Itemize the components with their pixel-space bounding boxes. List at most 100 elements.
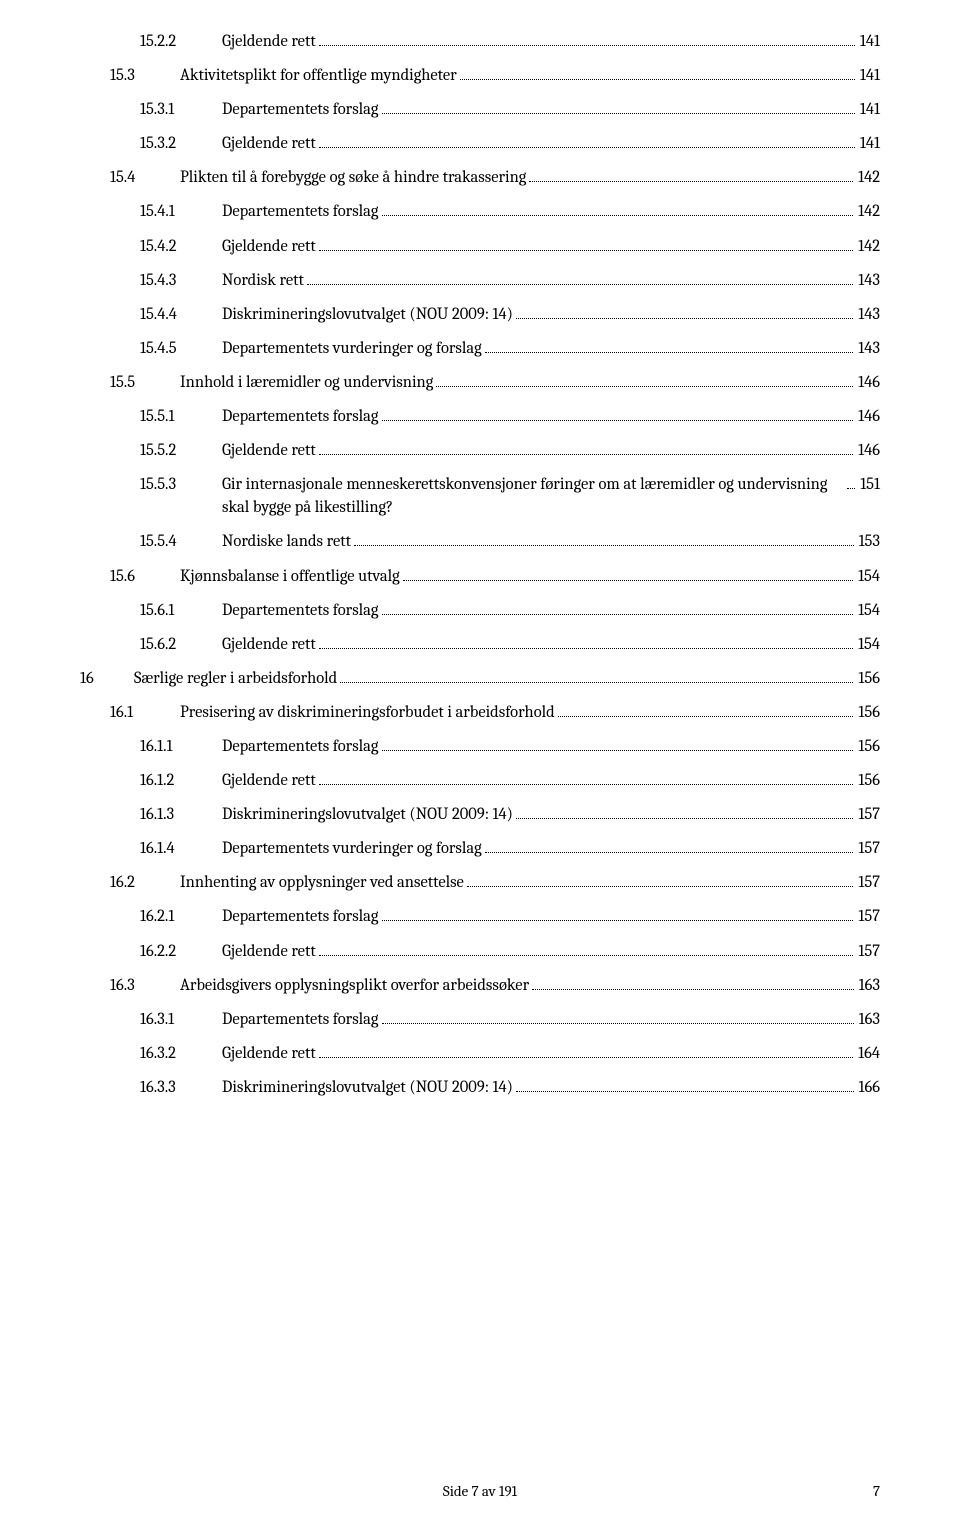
toc-leader-dots bbox=[319, 454, 853, 455]
toc-entry: 16.3Arbeidsgivers opplysningsplikt overf… bbox=[110, 974, 880, 997]
toc-section-title: Departementets forslag bbox=[222, 735, 379, 758]
toc-entry: 16.3.3Diskrimineringslovutvalget (NOU 20… bbox=[140, 1076, 880, 1099]
toc-section-title: Aktivitetsplikt for offentlige myndighet… bbox=[180, 64, 457, 87]
toc-section-title: Gjeldende rett bbox=[222, 30, 316, 53]
toc-section-title: Presisering av diskrimineringsforbudet i… bbox=[180, 701, 555, 724]
toc-leader-dots bbox=[532, 989, 854, 990]
toc-section-title: Departementets vurderinger og forslag bbox=[222, 337, 482, 360]
toc-section-number: 16.2.2 bbox=[140, 940, 222, 963]
toc-page-number: 157 bbox=[856, 871, 880, 894]
toc-entry: 16.1.1Departementets forslag156 bbox=[140, 735, 880, 758]
toc-section-title: Departementets forslag bbox=[222, 599, 379, 622]
toc-section-number: 16.3.2 bbox=[140, 1042, 222, 1065]
toc-section-number: 15.6.1 bbox=[140, 599, 222, 622]
toc-leader-dots bbox=[382, 420, 854, 421]
toc-section-number: 15.3.2 bbox=[140, 132, 222, 155]
toc-leader-dots bbox=[340, 682, 853, 683]
toc-section-title: Departementets forslag bbox=[222, 98, 379, 121]
toc-leader-dots bbox=[529, 181, 853, 182]
toc-section-number: 15.5.4 bbox=[140, 530, 222, 553]
toc-leader-dots bbox=[436, 386, 853, 387]
toc-page-number: 157 bbox=[856, 837, 880, 860]
toc-entry: 16.1.3Diskrimineringslovutvalget (NOU 20… bbox=[140, 803, 880, 826]
toc-leader-dots bbox=[847, 488, 855, 489]
table-of-contents: 15.2.2Gjeldende rett14115.3Aktivitetspli… bbox=[80, 30, 880, 1099]
toc-leader-dots bbox=[382, 215, 854, 216]
toc-page-number: 142 bbox=[856, 200, 880, 223]
toc-section-title: Gir internasjonale menneskerettskonvensj… bbox=[222, 473, 844, 519]
toc-entry: 15.4.4Diskrimineringslovutvalget (NOU 20… bbox=[140, 303, 880, 326]
toc-leader-dots bbox=[319, 45, 855, 46]
toc-entry: 16.2Innhenting av opplysninger ved anset… bbox=[110, 871, 880, 894]
toc-section-number: 16.3.3 bbox=[140, 1076, 222, 1099]
toc-entry: 15.3Aktivitetsplikt for offentlige myndi… bbox=[110, 64, 880, 87]
toc-page-number: 146 bbox=[856, 371, 880, 394]
toc-section-number: 15.6.2 bbox=[140, 633, 222, 656]
toc-leader-dots bbox=[319, 648, 853, 649]
toc-page-number: 157 bbox=[856, 940, 880, 963]
toc-section-title: Nordisk rett bbox=[222, 269, 304, 292]
toc-entry: 15.4Plikten til å forebygge og søke å hi… bbox=[110, 166, 880, 189]
toc-section-number: 15.4 bbox=[110, 166, 180, 189]
toc-section-title: Departementets forslag bbox=[222, 905, 379, 928]
toc-leader-dots bbox=[516, 318, 853, 319]
toc-page-number: 142 bbox=[856, 166, 880, 189]
toc-leader-dots bbox=[319, 147, 855, 148]
toc-section-title: Diskrimineringslovutvalget (NOU 2009: 14… bbox=[222, 803, 513, 826]
toc-entry: 16Særlige regler i arbeidsforhold156 bbox=[80, 667, 880, 690]
toc-leader-dots bbox=[382, 113, 855, 114]
toc-page-number: 141 bbox=[858, 30, 880, 53]
toc-section-title: Departementets forslag bbox=[222, 200, 379, 223]
toc-entry: 15.4.5Departementets vurderinger og fors… bbox=[140, 337, 880, 360]
toc-section-number: 15.5 bbox=[110, 371, 180, 394]
toc-entry: 15.4.3Nordisk rett143 bbox=[140, 269, 880, 292]
toc-entry: 15.3.2Gjeldende rett 141 bbox=[140, 132, 880, 155]
toc-page-number: 143 bbox=[856, 303, 880, 326]
toc-section-number: 16.1 bbox=[110, 701, 180, 724]
toc-entry: 16.3.2Gjeldende rett164 bbox=[140, 1042, 880, 1065]
toc-section-title: Departementets forslag bbox=[222, 1008, 379, 1031]
toc-leader-dots bbox=[319, 955, 854, 956]
toc-page-number: 157 bbox=[856, 803, 880, 826]
toc-section-number: 15.4.2 bbox=[140, 235, 222, 258]
toc-section-number: 15.4.1 bbox=[140, 200, 222, 223]
toc-section-title: Gjeldende rett bbox=[222, 940, 316, 963]
toc-page-number: 141 bbox=[858, 132, 880, 155]
page-footer: Side 7 av 191 bbox=[0, 1482, 960, 1500]
toc-leader-dots bbox=[354, 545, 854, 546]
toc-section-title: Nordiske lands rett bbox=[222, 530, 351, 553]
toc-leader-dots bbox=[319, 1057, 853, 1058]
toc-leader-dots bbox=[319, 250, 853, 251]
toc-leader-dots bbox=[307, 284, 853, 285]
toc-page-number: 151 bbox=[858, 473, 880, 496]
toc-section-number: 15.5.2 bbox=[140, 439, 222, 462]
toc-section-title: Departementets vurderinger og forslag bbox=[222, 837, 482, 860]
toc-section-number: 16.1.4 bbox=[140, 837, 222, 860]
toc-section-title: Gjeldende rett bbox=[222, 1042, 316, 1065]
toc-section-number: 16.1.2 bbox=[140, 769, 222, 792]
toc-entry: 15.2.2Gjeldende rett141 bbox=[140, 30, 880, 53]
toc-section-number: 16.2 bbox=[110, 871, 180, 894]
toc-section-number: 15.5.1 bbox=[140, 405, 222, 428]
toc-section-title: Gjeldende rett bbox=[222, 132, 316, 155]
toc-section-number: 15.6 bbox=[110, 565, 180, 588]
toc-page-number: 146 bbox=[856, 439, 880, 462]
toc-section-number: 15.3 bbox=[110, 64, 180, 87]
toc-section-number: 16.3 bbox=[110, 974, 180, 997]
toc-page-number: 156 bbox=[856, 667, 880, 690]
toc-section-title: Gjeldende rett bbox=[222, 439, 316, 462]
toc-section-number: 16 bbox=[80, 667, 134, 690]
toc-leader-dots bbox=[558, 716, 854, 717]
toc-section-title: Gjeldende rett bbox=[222, 769, 316, 792]
toc-page-number: 166 bbox=[857, 1076, 880, 1099]
toc-leader-dots bbox=[516, 818, 853, 819]
toc-entry: 15.4.1Departementets forslag 142 bbox=[140, 200, 880, 223]
toc-section-number: 16.1.1 bbox=[140, 735, 222, 758]
toc-page-number: 146 bbox=[856, 405, 880, 428]
toc-leader-dots bbox=[485, 352, 854, 353]
toc-entry: 16.2.2Gjeldende rett 157 bbox=[140, 940, 880, 963]
toc-section-title: Kjønnsbalanse i offentlige utvalg bbox=[180, 565, 400, 588]
toc-leader-dots bbox=[382, 920, 854, 921]
toc-page-number: 163 bbox=[857, 1008, 880, 1031]
toc-entry: 16.2.1Departementets forslag157 bbox=[140, 905, 880, 928]
